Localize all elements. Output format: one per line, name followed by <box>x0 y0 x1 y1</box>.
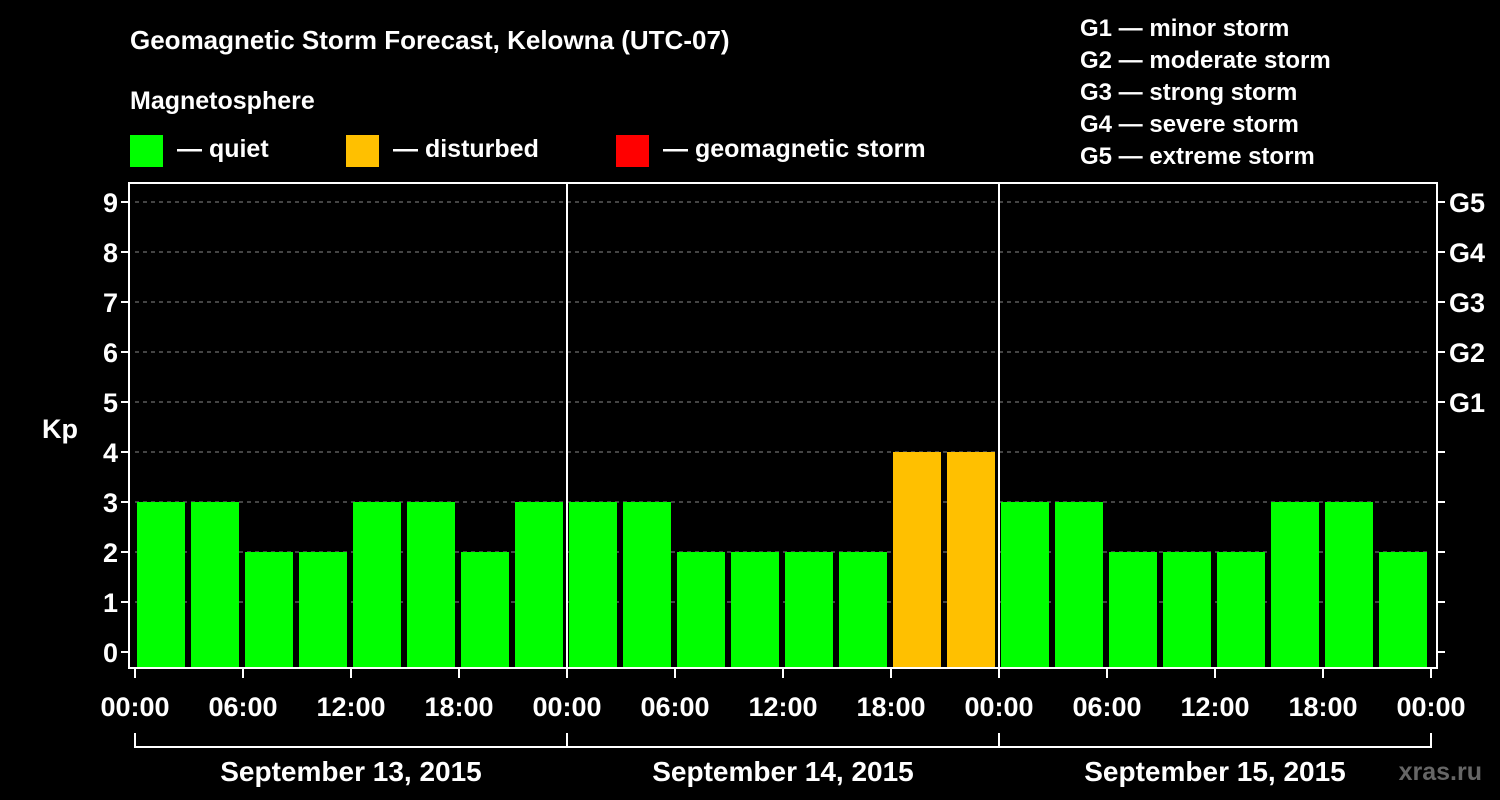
x-tick-label: 12:00 <box>748 692 817 722</box>
kp-bar <box>461 552 509 668</box>
kp-bar <box>1163 552 1211 668</box>
kp-bar <box>1379 552 1427 668</box>
g-level-label: G3 <box>1449 288 1485 318</box>
y-tick-label: 5 <box>103 388 118 418</box>
y-tick-label: 8 <box>103 238 118 268</box>
x-tick-label: 00:00 <box>100 692 169 722</box>
x-tick-label: 06:00 <box>640 692 709 722</box>
x-tick-label: 00:00 <box>964 692 1033 722</box>
kp-bar <box>731 552 779 668</box>
y-tick-label: 2 <box>103 538 118 568</box>
kp-bar <box>1271 502 1319 668</box>
y-axis-label: Kp <box>42 414 78 444</box>
g-scale-g2: G2 — moderate storm <box>1080 47 1331 74</box>
watermark: xras.ru <box>1399 758 1482 786</box>
kp-bar <box>1055 502 1103 668</box>
plot-area: 0 1 2 3 4 5 6 7 8 9 G1 G2 G3 G4 G5 00:00 06:00 12:00 18:00… <box>100 182 1485 722</box>
kp-bar <box>353 502 401 668</box>
legend-heading: Magnetosphere <box>130 87 315 115</box>
legend-label-quiet: — quiet <box>177 135 269 163</box>
kp-bar <box>893 452 941 668</box>
legend-swatch-storm <box>616 135 649 167</box>
y-tick-label: 6 <box>103 338 118 368</box>
day-label: September 14, 2015 <box>652 756 914 787</box>
x-tick-label: 06:00 <box>208 692 277 722</box>
g-scale-g5: G5 — extreme storm <box>1080 143 1315 170</box>
x-tick-label: 12:00 <box>316 692 385 722</box>
legend-label-storm: — geomagnetic storm <box>663 135 926 163</box>
kp-bar <box>785 552 833 668</box>
x-tick-label: 06:00 <box>1072 692 1141 722</box>
kp-bar <box>839 552 887 668</box>
kp-bar <box>623 502 671 668</box>
g-level-label: G2 <box>1449 338 1485 368</box>
legend-label-disturbed: — disturbed <box>393 135 539 163</box>
kp-bar <box>191 502 239 668</box>
kp-bar <box>1325 502 1373 668</box>
g-scale-g1: G1 — minor storm <box>1080 15 1289 42</box>
x-tick-label: 12:00 <box>1180 692 1249 722</box>
g-scale-g4: G4 — severe storm <box>1080 111 1299 138</box>
legend-swatch-disturbed <box>346 135 379 167</box>
x-tick-label: 18:00 <box>424 692 493 722</box>
kp-bar <box>569 502 617 668</box>
kp-bar <box>1001 502 1049 668</box>
kp-bar <box>947 452 995 668</box>
x-tick-label: 18:00 <box>856 692 925 722</box>
day-label: September 15, 2015 <box>1084 756 1346 787</box>
y-tick-label: 9 <box>103 188 118 218</box>
y-tick-label: 3 <box>103 488 118 518</box>
legend-swatch-quiet <box>130 135 163 167</box>
g-level-label: G5 <box>1449 188 1485 218</box>
g-level-label: G4 <box>1449 238 1485 268</box>
y-tick-label: 7 <box>103 288 118 318</box>
g-level-label: G1 <box>1449 388 1485 418</box>
y-tick-label: 1 <box>103 588 118 618</box>
kp-bar <box>1109 552 1157 668</box>
x-tick-label: 00:00 <box>1396 692 1465 722</box>
y-tick-label: 4 <box>103 438 118 468</box>
x-tick-label: 00:00 <box>532 692 601 722</box>
kp-bar <box>515 502 563 668</box>
y-tick-label: 0 <box>103 638 118 668</box>
x-tick-label: 18:00 <box>1288 692 1357 722</box>
g-scale-g3: G3 — strong storm <box>1080 79 1297 106</box>
kp-bar <box>245 552 293 668</box>
kp-bar <box>137 502 185 668</box>
day-label: September 13, 2015 <box>220 756 482 787</box>
kp-bar <box>1217 552 1265 668</box>
kp-bar <box>677 552 725 668</box>
kp-bar <box>299 552 347 668</box>
kp-bar <box>407 502 455 668</box>
chart-title: Geomagnetic Storm Forecast, Kelowna (UTC… <box>130 25 730 55</box>
